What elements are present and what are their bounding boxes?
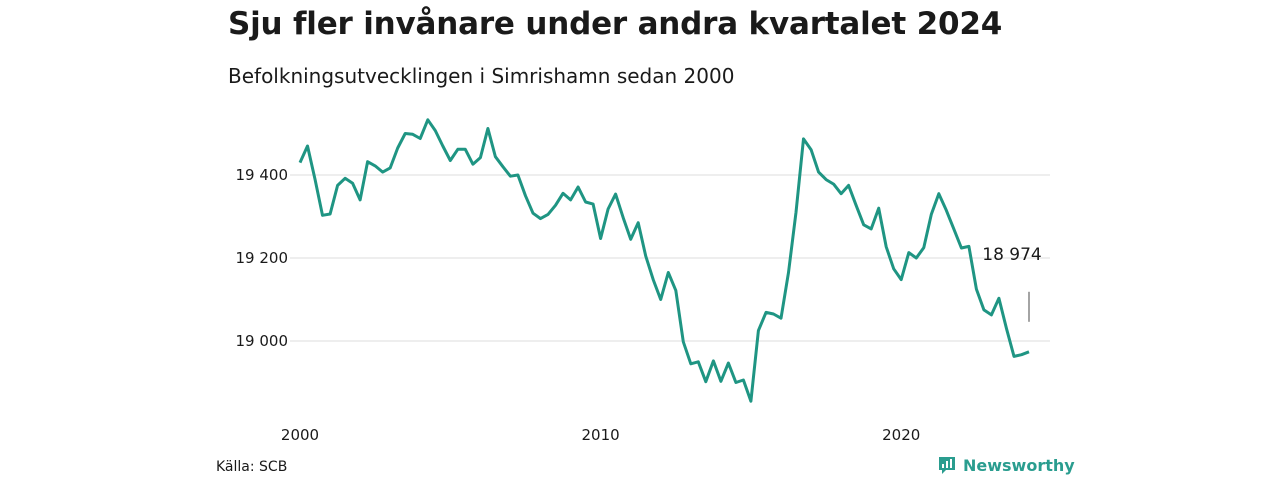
brand-logo[interactable]: Newsworthy: [937, 455, 1075, 475]
y-axis-labels: 19 000 19 200 19 400: [236, 166, 289, 350]
chart-title: Sju fler invånare under andra kvartalet …: [228, 6, 1003, 42]
y-tick-label: 19 000: [236, 332, 289, 350]
chart-subtitle: Befolkningsutvecklingen i Simrishamn sed…: [228, 64, 735, 88]
x-axis-labels: 2000 2010 2020: [281, 426, 920, 444]
brand-name: Newsworthy: [963, 455, 1075, 475]
source-note: Källa: SCB: [216, 459, 288, 475]
population-line: [298, 118, 1030, 403]
y-tick-label: 19 400: [236, 166, 289, 184]
newsworthy-logo-icon: [939, 457, 955, 474]
y-tick-label: 19 200: [236, 249, 289, 267]
end-value-label: 18 974: [982, 245, 1041, 265]
gridlines: [290, 174, 1050, 342]
x-tick-label: 2010: [582, 426, 620, 444]
x-tick-label: 2000: [281, 426, 319, 444]
x-tick-label: 2020: [882, 426, 920, 444]
